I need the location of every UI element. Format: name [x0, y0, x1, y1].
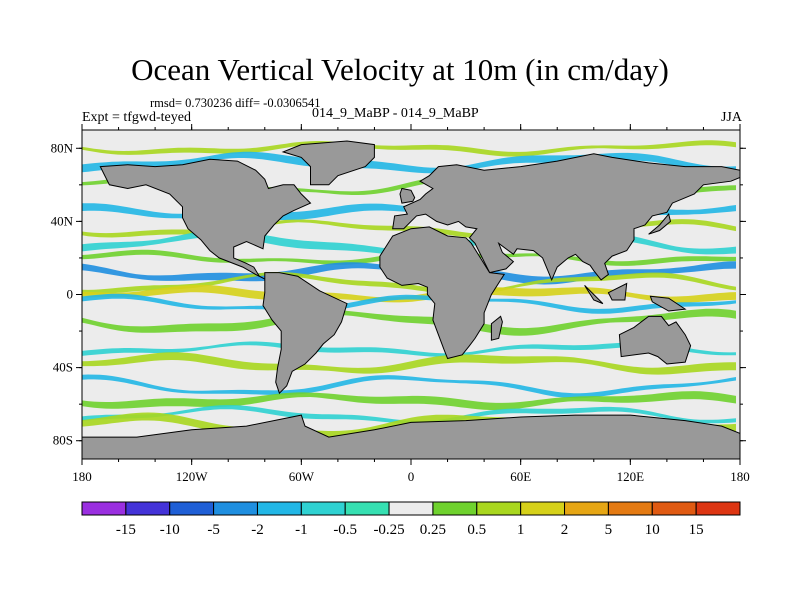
season-label: JJA — [720, 110, 742, 125]
colorbar-label: -5 — [207, 522, 220, 538]
colorbar-box — [520, 501, 566, 516]
colorbar-box — [388, 501, 434, 516]
colorbar-label: -2 — [251, 522, 264, 538]
colorbar-label: 0.5 — [467, 522, 486, 538]
colorbar-label: -0.25 — [373, 522, 404, 538]
colorbar-label: 1 — [517, 522, 525, 538]
colorbar-box — [432, 501, 478, 516]
colorbar-box — [695, 501, 741, 516]
y-tick-label: 0 — [67, 287, 74, 302]
x-tick-label: 60W — [289, 469, 315, 484]
y-tick-label: 80S — [53, 433, 73, 448]
x-axis: 180 120W 60W 0 60E 120E 180 — [72, 124, 750, 484]
colorbar-label: 0.25 — [420, 522, 446, 538]
land-mass — [649, 295, 687, 312]
colorbar-box — [169, 501, 215, 516]
map-plot-area — [82, 130, 740, 459]
colorbar-box — [256, 501, 302, 516]
chart-title: Ocean Vertical Velocity at 10m (in cm/da… — [131, 52, 669, 87]
land-mass — [648, 213, 672, 235]
colorbar-label: 2 — [561, 522, 569, 538]
land-mass — [607, 282, 628, 301]
colorbar-label: 5 — [605, 522, 613, 538]
colorbar-label: -1 — [295, 522, 308, 538]
contour-band — [82, 405, 736, 425]
land-mass — [584, 285, 604, 305]
colorbar-label: -0.5 — [333, 522, 357, 538]
colorbar-box — [607, 501, 653, 516]
y-tick-label: 80N — [51, 140, 74, 155]
x-tick-label: 120E — [617, 469, 645, 484]
stats-line: rmsd= 0.730236 diff= -0.0306541 — [150, 96, 321, 110]
colorbar-box — [300, 501, 346, 516]
colorbar-box — [213, 501, 258, 516]
experiment-label: Expt = tfgwd-teyed — [82, 110, 191, 125]
colorbar-box — [81, 501, 127, 516]
colorbar-label: 15 — [689, 522, 704, 538]
x-tick-label: 60E — [510, 469, 531, 484]
contour-band — [82, 284, 736, 303]
contour-band — [82, 341, 736, 357]
contour-band — [82, 293, 736, 314]
y-tick-label: 40N — [51, 213, 74, 228]
colorbar-label: -10 — [160, 522, 180, 538]
x-tick-label: 180 — [730, 469, 750, 484]
land-mass — [82, 414, 740, 459]
x-tick-label: 180 — [72, 469, 92, 484]
x-tick-label: 0 — [408, 469, 415, 484]
land-mass — [281, 140, 375, 186]
contour-band — [82, 374, 736, 399]
land-mass — [618, 315, 692, 365]
land-mass — [490, 315, 503, 341]
contour-band — [82, 352, 736, 375]
case-label: 014_9_MaBP - 014_9_MaBP — [312, 106, 479, 121]
y-tick-label: 40S — [53, 360, 73, 375]
colorbar-box — [125, 501, 171, 516]
plot-frame — [81, 129, 741, 460]
colorbar-box — [344, 501, 390, 516]
contour-band — [82, 272, 736, 296]
contour-band — [82, 391, 736, 411]
contour-band — [82, 249, 736, 266]
colorbar-box — [564, 501, 609, 516]
contour-band — [82, 219, 736, 239]
land-mass — [399, 187, 416, 204]
land-mass — [379, 226, 506, 360]
x-tick-label: 120W — [176, 469, 209, 484]
land-mass — [392, 153, 740, 282]
land-mass — [262, 272, 348, 395]
colorbar-box — [651, 501, 697, 516]
contour-band — [82, 308, 736, 336]
contour-band — [82, 151, 736, 174]
colorbar-label: -15 — [116, 522, 136, 538]
land-mass — [99, 158, 312, 281]
colorbar-box — [476, 501, 522, 516]
contour-band — [82, 172, 736, 197]
colorbar: -15 -10 -5 -2 -1 -0.5 -0.25 0.25 0.5 1 2 5 10 15 — [81, 501, 741, 538]
colorbar-label: 10 — [645, 522, 660, 538]
